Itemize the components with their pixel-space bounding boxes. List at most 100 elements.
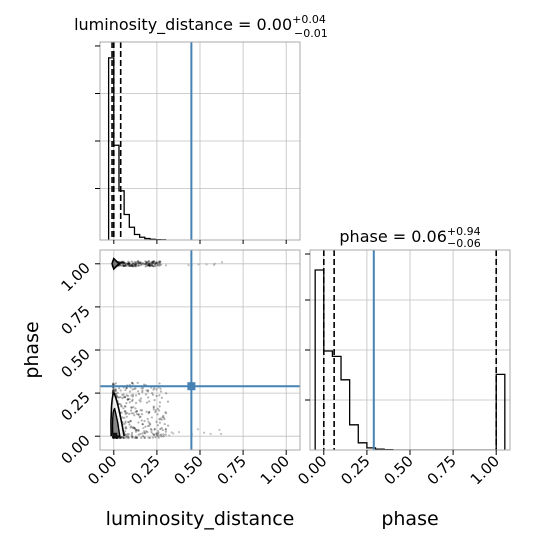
sample-point (149, 423, 152, 426)
sample-point (128, 412, 131, 416)
x-tick-label: 0.00 (84, 452, 120, 488)
sample-point (155, 432, 158, 435)
sample-point (146, 264, 149, 267)
sample-point (126, 398, 129, 401)
sample-point (125, 402, 128, 405)
sample-point (120, 405, 123, 408)
sample-point (160, 396, 163, 399)
sample-point (132, 426, 135, 429)
sample-point (156, 264, 159, 267)
sample-point (142, 427, 145, 430)
sample-point (132, 412, 135, 415)
sample-point (119, 261, 122, 264)
sample-point (147, 436, 150, 439)
sample-point (130, 435, 133, 438)
sample-point (156, 429, 160, 432)
sample-point (118, 436, 121, 439)
sample-point (126, 420, 130, 424)
sample-point (135, 410, 139, 413)
sample-point (122, 407, 125, 410)
sample-point (112, 383, 115, 386)
sample-point (135, 410, 138, 413)
sample-point (151, 392, 154, 395)
sample-point (159, 263, 162, 266)
y-ticks (305, 253, 310, 401)
sample-point (133, 427, 136, 430)
sample-point (137, 428, 140, 432)
sample-point (134, 262, 137, 265)
sample-point (130, 260, 133, 263)
sample-point (115, 436, 118, 440)
sample-point (158, 382, 161, 385)
sample-point (132, 406, 135, 409)
sample-point (125, 415, 128, 418)
sample-point (143, 436, 146, 439)
sample-point (124, 422, 127, 425)
sample-point (120, 411, 123, 414)
sample-point (127, 260, 130, 263)
sample-point (134, 407, 137, 410)
sample-point (136, 436, 139, 439)
grid-lines (100, 42, 300, 240)
sample-point (125, 386, 128, 390)
sample-point (124, 420, 127, 423)
sample-point (137, 390, 140, 393)
sample-point (140, 413, 144, 416)
sample-point (124, 435, 128, 438)
sample-point (115, 436, 119, 440)
sample-point (146, 417, 149, 421)
sample-points (111, 260, 224, 440)
sample-point (150, 262, 153, 265)
sample-point (144, 262, 148, 266)
sample-point (135, 261, 138, 264)
sample-point (128, 401, 131, 404)
sample-point (134, 263, 137, 266)
sample-point (137, 264, 141, 267)
sample-point (119, 261, 122, 264)
sample-point (124, 410, 127, 413)
sample-point (158, 260, 162, 264)
sample-point (116, 436, 119, 439)
sample-point (121, 261, 125, 264)
sample-point (128, 262, 131, 266)
sample-point (196, 428, 199, 431)
sample-point (153, 387, 156, 390)
sample-point (129, 409, 133, 412)
title-phase: phase = 0.06+0.94 (339, 225, 480, 246)
sample-point (121, 261, 124, 264)
y-axis-label-phase: phase (21, 321, 43, 378)
sample-point (148, 264, 151, 267)
sample-point (131, 395, 134, 398)
sample-point (126, 434, 129, 438)
sample-point (137, 421, 140, 424)
sample-point (128, 264, 131, 268)
sample-point (130, 394, 133, 397)
sample-point (124, 412, 127, 416)
sample-point (145, 430, 148, 433)
x-tick-label: 0.50 (380, 452, 416, 488)
sample-point (161, 416, 164, 419)
sample-point (130, 425, 133, 428)
sample-point (115, 436, 119, 440)
sample-point (149, 427, 152, 431)
sample-point (135, 436, 138, 440)
sample-point (155, 261, 158, 264)
sample-point (127, 264, 131, 267)
sample-point (158, 401, 162, 404)
sample-point (145, 410, 148, 413)
sample-point (151, 260, 154, 263)
sample-point (127, 436, 130, 439)
sample-point (124, 388, 127, 392)
sample-point (120, 261, 124, 264)
sample-point (132, 263, 135, 267)
sample-point (146, 424, 149, 428)
sample-point (128, 390, 132, 393)
sample-point (134, 436, 138, 439)
sample-point (119, 436, 122, 439)
sample-point (111, 382, 115, 385)
sample-point (152, 260, 156, 263)
sample-point (156, 424, 159, 427)
sample-point (131, 398, 134, 401)
sample-point (139, 261, 142, 264)
sample-point (159, 260, 162, 263)
